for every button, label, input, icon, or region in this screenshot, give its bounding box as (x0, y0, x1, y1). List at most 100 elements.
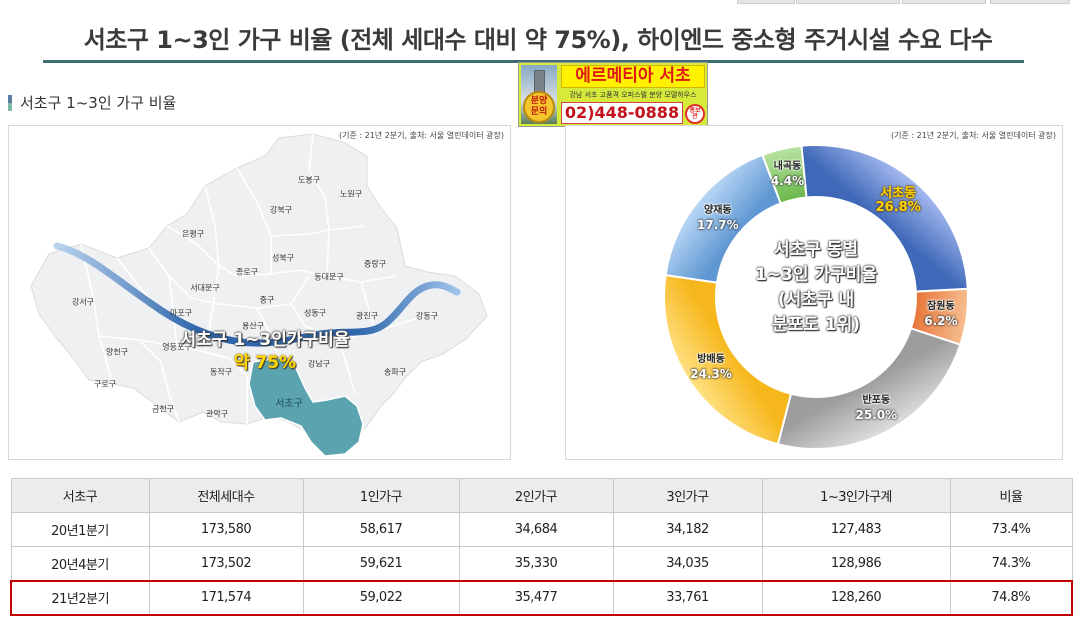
map-source-note: (기준 : 21년 2분기, 출처: 서울 열린데이터 광장) (338, 131, 504, 140)
donut-data-label: 반포동 25.0% (855, 394, 897, 422)
district-label: 동대문구 (314, 272, 344, 282)
table-header-row: 서초구 전체세대수 1인가구 2인가구 3인가구 1~3인가구계 비율 (10, 478, 1073, 513)
table-row: 20년1분기 173,580 58,617 34,684 34,182 127,… (10, 512, 1073, 547)
page-title: 서초구 1~3인 가구 비율 (전체 세대수 대비 약 75%), 하이엔드 중… (83, 26, 993, 54)
district-label: 영등포구 (162, 342, 192, 352)
donut-slice-5 (761, 144, 808, 205)
district-label: 마포구 (169, 308, 193, 318)
donut-label-name: 잠원동 (927, 300, 955, 312)
inquiry-badge-top: 분양 (530, 96, 548, 106)
table-cell: 59,621 (302, 546, 460, 581)
promo-stamp-icon: 홍보 관 (685, 104, 705, 124)
donut-label-name: 반포동 (862, 394, 891, 406)
district-label: 동작구 (209, 367, 233, 377)
table-cell: 173,580 (148, 512, 304, 547)
map-highlight-value: 약 75% (233, 353, 297, 373)
district-label: 광진구 (355, 311, 379, 321)
donut-data-label: 내곡동 4.4% (771, 160, 804, 188)
donut-label-value: 6.2% (924, 313, 958, 328)
table-cell: 21년2분기 (10, 579, 150, 616)
center-line: (서초구 내 (777, 290, 855, 310)
top-tab-strip (0, 0, 1076, 6)
table-cell: 34,182 (612, 512, 763, 547)
inquiry-badge: 분양 문의 (523, 91, 555, 123)
table-cell: 35,330 (458, 546, 614, 581)
center-line: 1~3인 가구비율 (754, 265, 878, 285)
donut-data-label: 잠원동 6.2% (924, 300, 957, 328)
district-label: 노원구 (339, 189, 363, 199)
district-label: 성동구 (303, 308, 327, 318)
center-line: 서초구 동별 (773, 240, 859, 260)
table-cell: 74.8% (949, 579, 1073, 616)
table-cell: 59,022 (302, 579, 460, 616)
table-cell: 127,483 (761, 512, 951, 547)
table-cell: 34,684 (458, 512, 614, 547)
map-highlight-callout: 서초구 1~3인가구비율 약 75% (181, 329, 350, 375)
section-marker (8, 94, 12, 111)
table-cell: 128,986 (761, 546, 951, 581)
seoul-map-panel: (기준 : 21년 2분기, 출처: 서울 열린데이터 광장) (8, 125, 511, 460)
section-label-text: 서초구 1~3인 가구 비율 (20, 94, 177, 112)
donut-label-value: 4.4% (770, 174, 805, 189)
ad-brand-name: 에르메티아 서초 (561, 65, 705, 88)
title-underline (43, 60, 1024, 63)
seocho-district-area (248, 357, 364, 457)
table-header-cell: 1~3인가구계 (761, 478, 951, 513)
table-cell: 128,260 (761, 579, 951, 616)
district-label: 중랑구 (363, 259, 387, 269)
center-line: 분포도 1위) (771, 315, 861, 335)
map-highlight-title: 서초구 1~3인가구비율 (180, 330, 350, 350)
table-row-highlighted: 21년2분기 171,574 59,022 35,477 33,761 128,… (10, 579, 1073, 616)
seoul-map (30, 133, 488, 457)
district-label: 금천구 (151, 404, 175, 414)
district-label: 구로구 (93, 379, 117, 389)
table-header-cell: 3인가구 (612, 478, 763, 513)
district-label: 용산구 (241, 321, 265, 331)
table-cell: 173,502 (148, 546, 304, 581)
donut-chart-panel: (기준 : 21년 2분기, 출처: 서울 열린데이터 광장) 서초동 26.8%… (565, 125, 1063, 460)
donut-chart (663, 144, 969, 450)
ad-subtitle: 강남 서초 고품격 오피스텔 분양 모델하우스 (569, 91, 697, 99)
inquiry-badge-bottom: 문의 (530, 107, 548, 117)
chart-source-note: (기준 : 21년 2분기, 출처: 서울 열린데이터 광장) (890, 131, 1056, 140)
stamp-text-bottom: 관 (692, 113, 698, 120)
donut-slice-2 (776, 327, 962, 450)
district-label: 은평구 (181, 229, 205, 239)
table-header-cell: 비율 (949, 478, 1073, 513)
top-tab[interactable] (990, 0, 1070, 4)
donut-label-name: 서초동 (880, 186, 917, 202)
donut-data-label: 방배동 24.3% (690, 353, 732, 381)
donut-data-label: 서초동 26.8% (876, 187, 921, 215)
table-cell: 73.4% (949, 512, 1073, 547)
district-label: 송파구 (383, 367, 407, 377)
table-header-cell: 2인가구 (458, 478, 614, 513)
section-label: 서초구 1~3인 가구 비율 (8, 92, 176, 113)
table-cell: 33,761 (612, 579, 763, 616)
table-cell: 20년4분기 (10, 546, 150, 581)
table-row: 20년4분기 173,502 59,621 35,330 34,035 128,… (10, 546, 1073, 581)
table-cell: 34,035 (612, 546, 763, 581)
table-cell: 35,477 (458, 579, 614, 616)
household-table: 서초구 전체세대수 1인가구 2인가구 3인가구 1~3인가구계 비율 20년1… (10, 478, 1073, 616)
top-tab[interactable] (902, 0, 986, 4)
donut-center-text: 서초구 동별 1~3인 가구비율 (서초구 내 분포도 1위) (755, 238, 877, 338)
top-tab[interactable] (737, 0, 795, 4)
top-tab[interactable] (796, 0, 900, 4)
table-header-cell: 1인가구 (302, 478, 460, 513)
district-label: 강동구 (415, 311, 439, 321)
seoul-outline (30, 133, 488, 441)
district-label-seocho: 서초구 (275, 398, 303, 410)
stamp-text-top: 홍보 (689, 107, 701, 114)
ad-banner[interactable]: 분양 문의 에르메티아 서초 강남 서초 고품격 오피스텔 분양 모델하우스 0… (518, 62, 708, 127)
district-label: 서대문구 (190, 283, 220, 293)
donut-label-value: 24.3% (690, 366, 732, 381)
table-header-cell: 서초구 (10, 478, 150, 513)
ad-phone-number[interactable]: 02)448-0888 (561, 102, 683, 124)
district-label: 강북구 (269, 205, 293, 215)
donut-label-name: 양재동 (704, 205, 732, 217)
district-label: 강남구 (307, 359, 331, 369)
district-label: 양천구 (105, 347, 129, 357)
donut-label-value: 25.0% (855, 407, 898, 422)
donut-label-value: 17.7% (696, 218, 739, 233)
